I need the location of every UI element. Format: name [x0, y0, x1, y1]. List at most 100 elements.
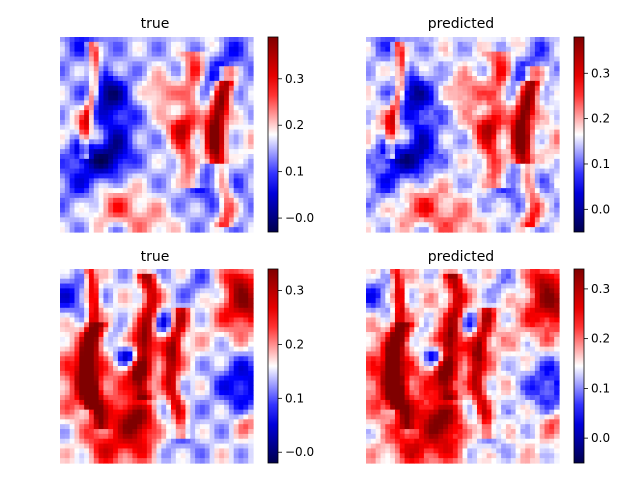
heatmap-cell	[209, 222, 215, 228]
heatmap-cell	[520, 90, 526, 97]
heatmap-cell	[515, 100, 521, 106]
heatmap-cell	[88, 56, 95, 62]
heatmap-cell	[399, 207, 406, 214]
heatmap-cell	[375, 105, 382, 111]
heatmap-cell	[428, 193, 435, 199]
heatmap-cell	[79, 212, 85, 218]
heatmap-cell	[161, 212, 167, 218]
heatmap-cell	[195, 95, 201, 101]
heatmap-cell	[74, 414, 80, 420]
heatmap-cell	[248, 433, 254, 440]
heatmap-cell	[414, 139, 420, 145]
heatmap-cell	[161, 307, 167, 314]
heatmap-cell	[228, 298, 235, 304]
heatmap-cell	[180, 443, 187, 450]
heatmap-cell	[404, 124, 411, 131]
heatmap-cell	[113, 139, 119, 145]
heatmap-cell	[385, 197, 391, 204]
heatmap-cell	[496, 144, 502, 150]
heatmap-cell	[224, 144, 230, 150]
heatmap-cell	[190, 370, 196, 377]
heatmap-cell	[248, 85, 254, 92]
heatmap-cell	[370, 129, 377, 136]
heatmap-cell	[137, 424, 143, 430]
heatmap-cell	[520, 197, 526, 204]
heatmap-cell	[108, 307, 114, 314]
heatmap-cell	[390, 85, 396, 92]
heatmap-cell	[224, 433, 230, 440]
heatmap-cell	[472, 95, 478, 101]
heatmap-cell	[472, 222, 478, 228]
heatmap-cell	[224, 207, 230, 214]
heatmap-cell	[534, 144, 541, 150]
heatmap-cell	[84, 51, 90, 58]
heatmap-cell	[79, 173, 85, 179]
heatmap-cell	[452, 85, 459, 92]
heatmap-cell	[515, 119, 521, 126]
heatmap-cell	[233, 197, 240, 204]
heatmap-cell	[103, 370, 109, 377]
heatmap-cell	[122, 390, 129, 396]
heatmap-cell	[233, 419, 240, 425]
heatmap-cell	[219, 37, 225, 43]
heatmap-cell	[399, 222, 406, 228]
heatmap-cell	[414, 283, 420, 289]
heatmap-cell	[103, 90, 109, 97]
heatmap-cell	[462, 41, 468, 48]
heatmap-cell	[74, 188, 80, 194]
heatmap-cell	[98, 366, 105, 372]
heatmap-cell	[108, 336, 114, 343]
heatmap-cell	[534, 227, 541, 233]
heatmap-cell	[60, 302, 66, 309]
heatmap-cell	[195, 433, 201, 440]
heatmap-cell	[525, 269, 531, 275]
heatmap-cell	[93, 273, 100, 280]
heatmap-cell	[438, 139, 444, 145]
heatmap-cell	[122, 385, 129, 391]
heatmap-cell	[132, 293, 138, 299]
heatmap-cell	[530, 100, 536, 106]
heatmap-cell	[467, 110, 473, 116]
heatmap-cell	[448, 158, 454, 165]
heatmap-cell	[204, 283, 211, 289]
heatmap-cell	[366, 178, 372, 184]
heatmap-cell	[219, 85, 225, 92]
heatmap-cell	[238, 178, 244, 184]
heatmap-cell	[195, 197, 201, 204]
heatmap-cell	[414, 115, 420, 121]
heatmap-cell	[380, 227, 386, 233]
heatmap-cell	[419, 100, 425, 106]
heatmap-cell	[214, 124, 220, 131]
heatmap-cell	[113, 207, 119, 214]
heatmap-cell	[108, 158, 114, 165]
heatmap-cell	[132, 385, 138, 391]
heatmap-cell	[428, 163, 435, 170]
heatmap-cell	[209, 424, 215, 430]
heatmap-cell	[238, 433, 244, 440]
heatmap-cell	[93, 443, 100, 450]
heatmap-cell	[79, 178, 85, 184]
heatmap-cell	[180, 90, 187, 97]
heatmap-cell	[534, 37, 541, 43]
heatmap-cell	[103, 327, 109, 333]
heatmap-cell	[132, 269, 138, 275]
heatmap-cell	[510, 119, 517, 126]
heatmap-cell	[520, 227, 526, 233]
heatmap-cell	[515, 124, 521, 131]
heatmap-cell	[64, 139, 71, 145]
heatmap-cell	[117, 429, 124, 435]
heatmap-cell	[443, 197, 449, 204]
heatmap-cell	[452, 202, 459, 209]
heatmap-cell	[79, 307, 85, 314]
heatmap-cell	[166, 380, 172, 386]
heatmap-cell	[530, 66, 536, 72]
heatmap-cell	[248, 390, 254, 396]
heatmap-cell	[375, 124, 382, 131]
heatmap-cell	[84, 429, 90, 435]
heatmap-cell	[88, 144, 95, 150]
heatmap-cell	[69, 66, 76, 72]
heatmap-cell	[146, 163, 153, 170]
heatmap-cell	[108, 129, 114, 136]
heatmap-cell	[481, 217, 488, 223]
heatmap-cell	[190, 404, 196, 411]
